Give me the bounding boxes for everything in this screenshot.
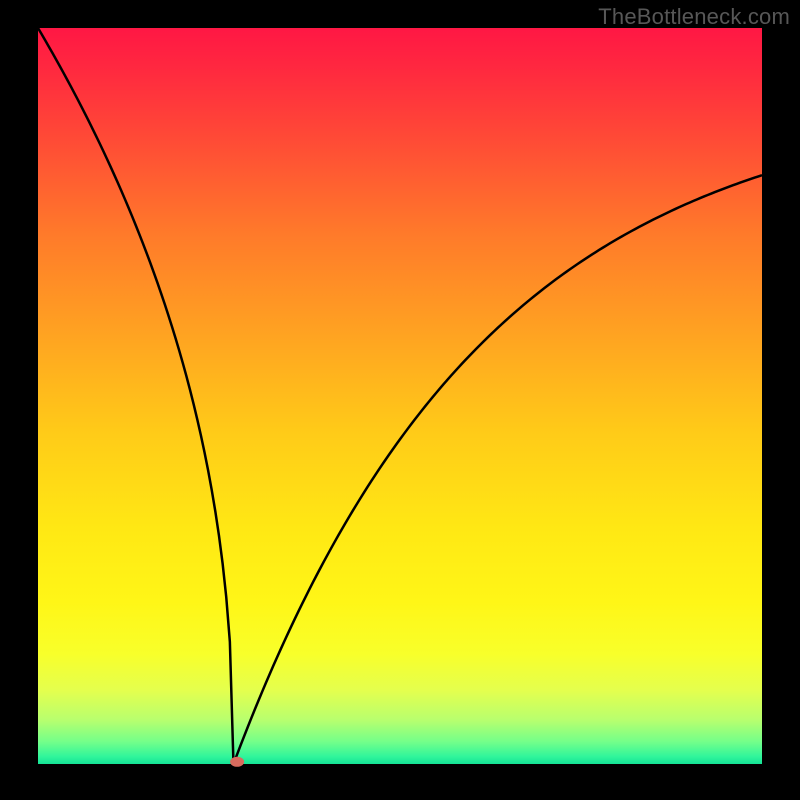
plot-background: [38, 28, 762, 764]
chart-container: TheBottleneck.com: [0, 0, 800, 800]
min-point-marker: [230, 757, 244, 767]
watermark-text: TheBottleneck.com: [598, 4, 790, 30]
bottleneck-chart: [0, 0, 800, 800]
